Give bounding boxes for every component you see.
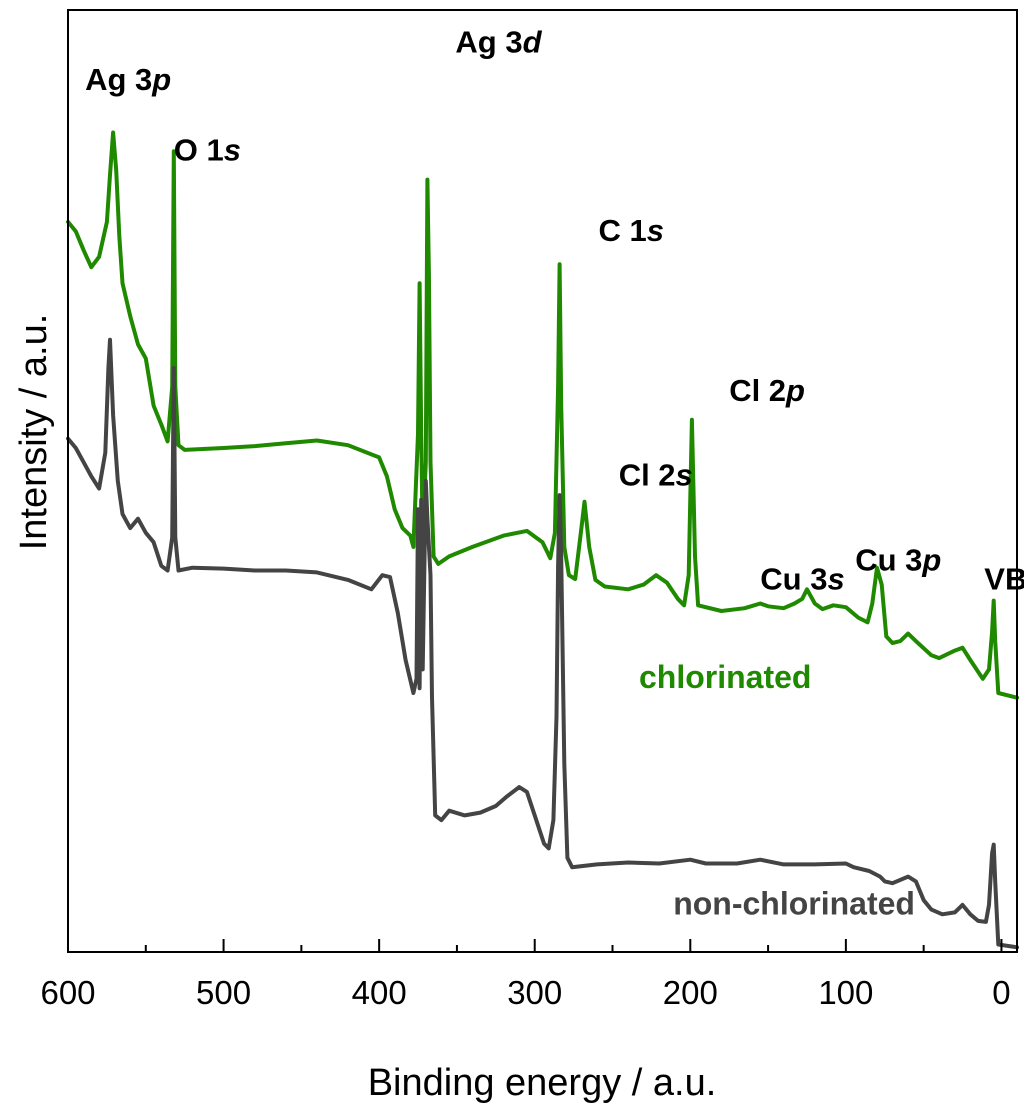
peak-label: VB [984,561,1024,596]
x-tick-label: 500 [196,974,251,1011]
peak-label: Cl 2s [619,458,693,493]
peak-label: C 1s [599,213,665,248]
peak-label: Cl 2p [729,373,805,408]
series-line-non-chlorinated [66,337,1019,950]
x-tick-label: 400 [352,974,407,1011]
plot-frame [67,9,1018,953]
x-tick-label: 100 [818,974,873,1011]
peak-label: Cu 3p [855,543,941,578]
y-axis-title: Intensity / a.u. [13,314,55,551]
series-label-chlorinated: chlorinated [639,659,811,695]
series-line-chlorinated [66,130,1019,700]
peak-label: Cu 3s [760,561,844,596]
x-axis-title: Binding energy / a.u. [368,1062,717,1104]
x-tick-label: 300 [507,974,562,1011]
peak-label: Ag 3d [455,24,542,59]
peak-label: O 1s [174,133,241,168]
x-tick-label: 200 [663,974,718,1011]
x-tick-label: 600 [40,974,95,1011]
peak-label: Ag 3p [85,62,171,97]
x-tick-label: 0 [992,974,1010,1011]
series-label-non-chlorinated: non-chlorinated [673,885,915,921]
